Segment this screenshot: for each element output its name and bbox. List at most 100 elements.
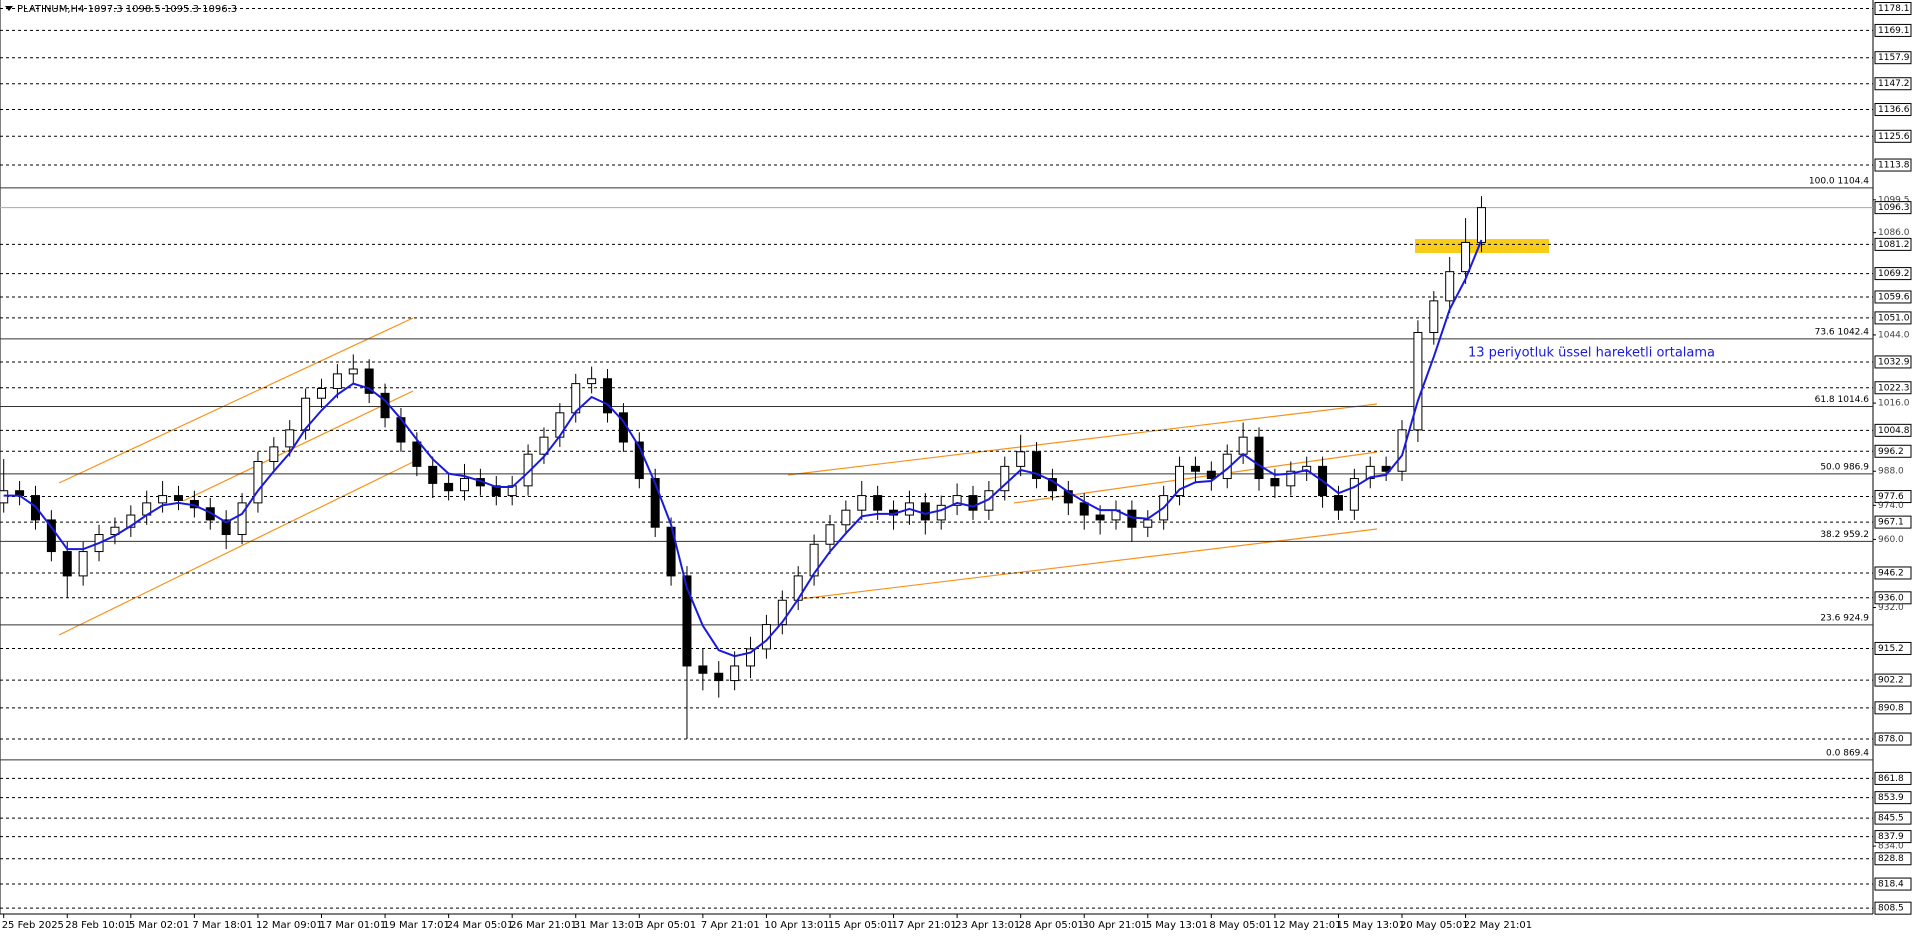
channel-line (182, 390, 414, 502)
level-label-box (1874, 673, 1912, 687)
candle-body (364, 368, 374, 394)
candle-body (1238, 436, 1248, 455)
candle-body (555, 412, 565, 438)
candle-body (269, 446, 279, 463)
level-label-box (1874, 830, 1912, 844)
candle-body (650, 478, 660, 528)
candle-body (730, 665, 740, 682)
y-tick-label: 936.0 (1878, 593, 1904, 603)
x-tick-label: 23 Apr 13:01 (955, 920, 1020, 931)
candle-body (1079, 502, 1089, 516)
y-tick-label: 988.0 (1878, 467, 1904, 477)
candle-body (78, 551, 88, 577)
level-label-box (1874, 158, 1912, 172)
candle-body (920, 502, 930, 521)
y-tick-label: 977.6 (1878, 492, 1904, 502)
x-tick-label: 15 Apr 05:01 (828, 920, 893, 931)
candle-body (698, 665, 708, 674)
y-tick-label: 996.2 (1878, 447, 1904, 457)
candle-body (1461, 241, 1471, 273)
candle-body (1016, 451, 1026, 467)
candle-body (539, 436, 549, 455)
fib-label: 38.2 959.2 (1820, 530, 1869, 540)
candle-body (253, 461, 263, 504)
candle-body (603, 378, 613, 414)
candle-body (968, 495, 978, 511)
candle-body (1429, 300, 1439, 333)
y-tick-label: 1044.0 (1878, 330, 1910, 340)
level-label-box (1874, 732, 1912, 746)
y-tick-label: 837.9 (1878, 832, 1904, 842)
y-tick-label: 828.8 (1878, 854, 1904, 864)
candle-body (46, 519, 56, 553)
candle-body (1143, 519, 1153, 528)
channel-line (799, 528, 1378, 600)
fib-label: 0.0 869.4 (1826, 748, 1869, 758)
candle-body (1063, 490, 1073, 504)
y-tick-label: 1136.6 (1878, 105, 1910, 115)
ema-line (3, 239, 1483, 658)
y-tick-label: 1059.6 (1878, 292, 1910, 302)
level-label-box (1874, 355, 1912, 369)
candle-body (873, 495, 883, 511)
y-tick-label: 834.0 (1878, 842, 1904, 852)
x-tick-label: 10 Apr 13:01 (764, 920, 829, 931)
x-tick-label: 20 May 05:01 (1400, 920, 1469, 931)
y-tick-label: 1081.2 (1878, 240, 1910, 250)
level-label-box (1874, 237, 1912, 251)
y-tick-label: 1004.8 (1878, 426, 1910, 436)
candle-body (62, 551, 72, 577)
y-tick-label: 967.1 (1878, 518, 1904, 528)
x-tick-label: 22 May 21:01 (1464, 920, 1533, 931)
candle-body (158, 495, 168, 504)
candle-body (793, 575, 803, 601)
y-tick-label: 1169.1 (1878, 26, 1910, 36)
channel-line (58, 461, 414, 636)
level-label-box (1874, 641, 1912, 655)
y-tick-label: 861.8 (1878, 774, 1904, 784)
candle-body (1397, 429, 1407, 472)
candle-body (1270, 478, 1280, 487)
candle-body (825, 524, 835, 545)
candle-body (1254, 436, 1264, 480)
candle-body (285, 429, 295, 448)
fib-label: 73.6 1042.4 (1815, 327, 1870, 337)
y-tick-label: 1125.6 (1878, 132, 1910, 142)
fib-label: 100.0 1104.4 (1809, 176, 1869, 186)
last-price-label: 1096.3 (1878, 203, 1910, 213)
y-tick-label: 1022.3 (1878, 383, 1910, 393)
candle-body (1445, 271, 1455, 302)
candle-body (936, 504, 946, 521)
y-tick-label: 902.2 (1878, 676, 1904, 686)
candle-body (1032, 451, 1042, 480)
candle-body (428, 465, 438, 484)
level-label-box (1874, 444, 1912, 458)
level-label-box (1874, 701, 1912, 715)
x-tick-label: 24 Mar 05:01 (447, 920, 514, 931)
y-tick-label: 946.2 (1878, 568, 1904, 578)
level-label-box (1874, 852, 1912, 866)
x-tick-label: 25 Feb 2025 (2, 920, 64, 931)
level-label-box (1874, 290, 1912, 304)
level-label-box (1874, 490, 1912, 504)
x-tick-label: 17 Mar 01:01 (320, 920, 387, 931)
y-tick-label: 1016.0 (1878, 399, 1910, 409)
level-label-box (1874, 23, 1912, 37)
level-label-box (1874, 771, 1912, 785)
candle-body (1206, 470, 1216, 480)
candle-body (412, 441, 422, 467)
channel-line (58, 317, 414, 484)
x-tick-label: 28 Apr 05:01 (1019, 920, 1084, 931)
y-tick-label: 1032.9 (1878, 357, 1910, 367)
x-tick-label: 12 May 21:01 (1273, 920, 1342, 931)
last-price-box (1874, 201, 1912, 215)
level-label-box (1874, 877, 1912, 891)
y-tick-label: 915.2 (1878, 644, 1904, 654)
x-tick-label: 26 Mar 21:01 (510, 920, 577, 931)
candle-body (460, 478, 470, 492)
candle-body (237, 502, 247, 536)
x-tick-label: 5 Mar 02:01 (129, 920, 189, 931)
candle-body (1349, 478, 1359, 511)
y-tick-label: 808.5 (1878, 904, 1904, 914)
